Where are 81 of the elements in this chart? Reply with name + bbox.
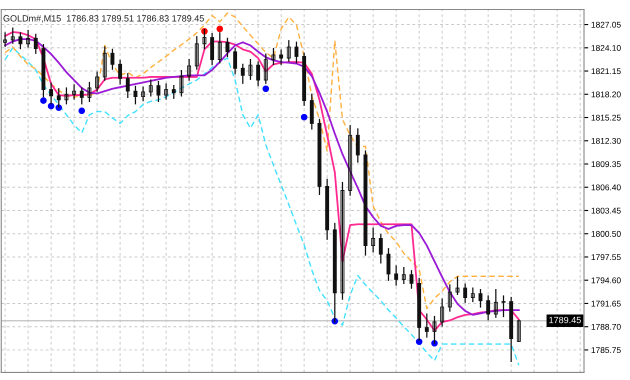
y-tick-label: 1812.30	[592, 138, 621, 144]
candlestick	[18, 32, 22, 50]
y-tick-label: 1815.25	[592, 114, 621, 121]
point	[300, 114, 308, 120]
candlestick	[194, 36, 199, 70]
candlestick	[118, 60, 122, 85]
candlestick	[470, 287, 475, 302]
candlestick	[478, 289, 482, 308]
candlestick	[516, 320, 521, 342]
y-tick-label: 1818.20	[592, 91, 621, 98]
candlestick	[64, 87, 68, 104]
y-tick-label: 1791.65	[592, 300, 621, 307]
candlestick	[172, 84, 176, 99]
point	[262, 85, 270, 92]
y-tick-label: 1806.40	[592, 184, 621, 190]
point	[216, 26, 224, 32]
candlestick	[226, 38, 230, 58]
candlestick	[141, 86, 146, 102]
candlestick	[3, 32, 8, 47]
candlestick	[110, 48, 114, 70]
candlestick	[248, 58, 252, 80]
y-tick-label: 1794.60	[592, 277, 621, 284]
candlestick	[102, 46, 107, 81]
candlestick	[356, 128, 360, 163]
y-tick-label: 1809.35	[592, 161, 621, 168]
candlestick	[187, 58, 192, 81]
candlestick	[279, 50, 284, 65]
candlestick	[378, 234, 383, 264]
y-tick-label: 1824.10	[592, 44, 621, 51]
candlestick	[233, 48, 238, 74]
candlestick	[26, 30, 30, 48]
candlestick	[424, 313, 429, 338]
candlestick	[371, 228, 376, 252]
point	[40, 97, 47, 104]
candlestick	[148, 79, 153, 96]
candlestick	[310, 94, 314, 130]
y-tick-label: 1821.15	[592, 68, 621, 74]
candlestick	[294, 42, 298, 64]
text: GOLDm#,M15 1786.83 1789.51 1786.83 1789.45	[3, 15, 204, 23]
candlestick	[272, 48, 276, 65]
y-tick-label: 1788.70	[592, 324, 621, 330]
point	[416, 338, 422, 345]
candlestick	[156, 81, 160, 102]
candlestick	[218, 32, 222, 64]
candlestick	[210, 32, 214, 65]
candlestick	[34, 34, 38, 54]
candlestick	[394, 265, 398, 286]
candlestick	[456, 276, 460, 296]
candlestick	[240, 64, 245, 84]
candlestick	[286, 40, 291, 62]
candlestick	[80, 87, 84, 104]
candlestick	[256, 61, 260, 86]
candlestick	[410, 270, 414, 289]
candlestick	[386, 248, 390, 281]
candlestick	[440, 298, 444, 327]
y-tick-label: 1797.55	[592, 254, 621, 260]
point	[78, 108, 86, 114]
candlestick	[133, 86, 138, 104]
candlestick	[402, 266, 406, 284]
candlestick	[10, 27, 15, 44]
y-tick-label: 1827.05	[592, 22, 621, 28]
candlestick	[348, 125, 352, 196]
candlestick	[87, 82, 92, 102]
y-tick-label: 1785.75	[592, 347, 621, 354]
candlestick	[95, 72, 100, 92]
candlestick	[448, 284, 452, 312]
point	[48, 102, 54, 110]
candlestick	[463, 284, 468, 303]
candlestick	[494, 289, 498, 318]
ref-line-label: 1789.45	[549, 316, 581, 324]
y-tick-label: 1803.45	[592, 208, 621, 214]
candlestick	[502, 295, 506, 318]
candlestick	[164, 83, 168, 100]
candlestick	[340, 182, 344, 300]
line-series	[4, 47, 520, 366]
y-tick-label: 1800.50	[592, 230, 621, 237]
candlestick	[72, 84, 76, 100]
candlestick	[180, 70, 184, 96]
candlestick	[126, 73, 130, 98]
candlestick	[264, 53, 268, 84]
candlestick	[486, 295, 490, 320]
